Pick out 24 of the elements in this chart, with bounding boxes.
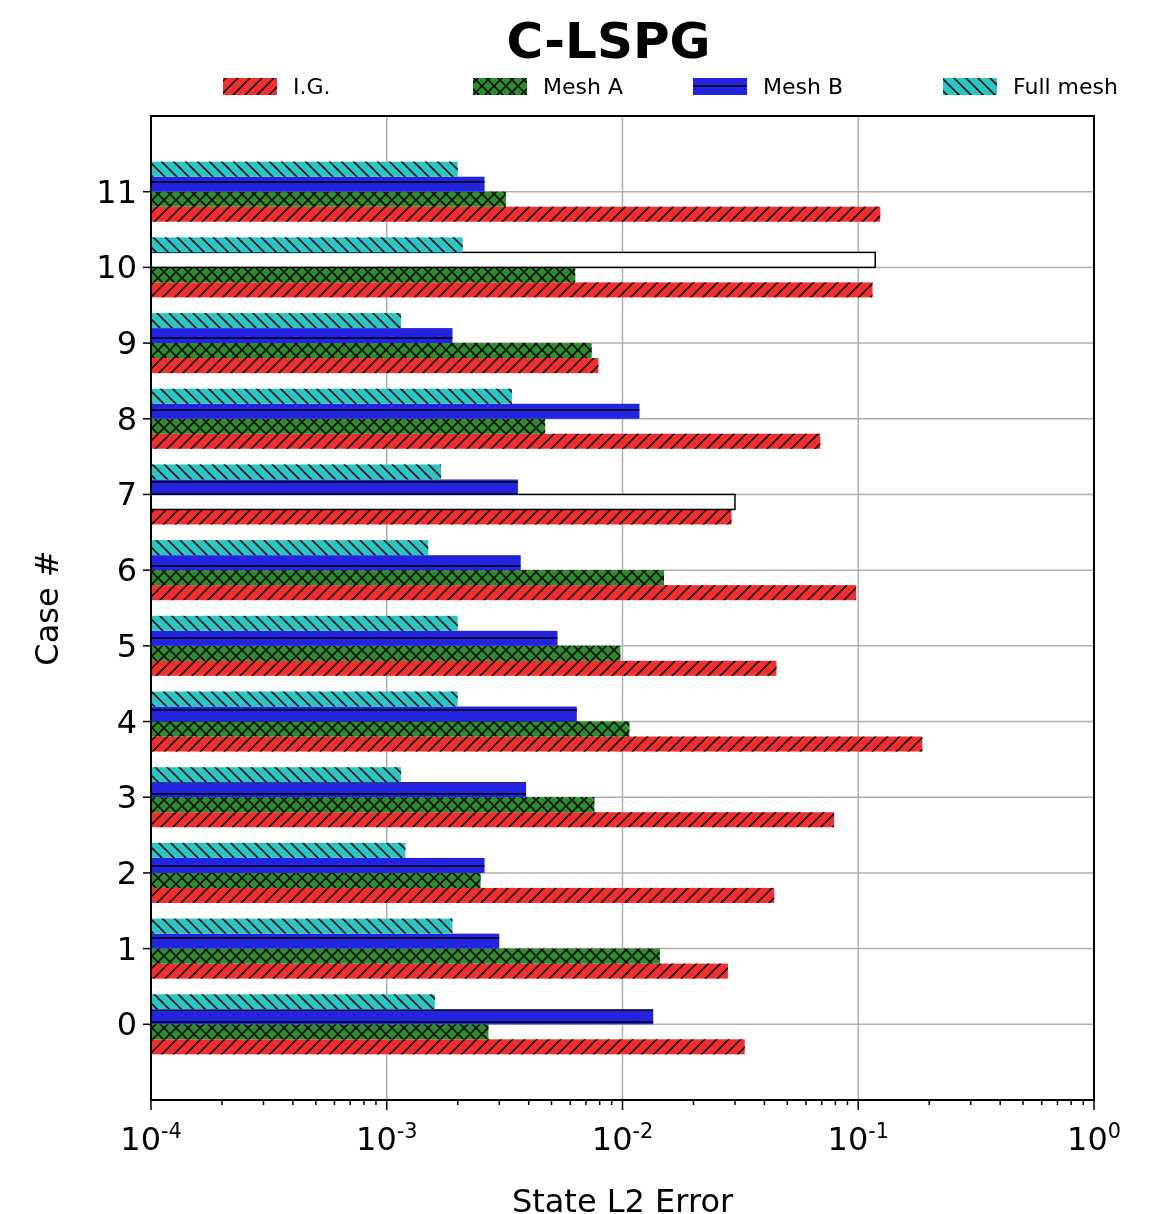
y-tick-label: 2 bbox=[116, 853, 137, 892]
y-axis-title: Case # bbox=[28, 550, 66, 666]
x-axis-title: State L2 Error bbox=[511, 1182, 734, 1214]
x-tick-label: 10$^{-4}$ bbox=[120, 1119, 182, 1158]
x-tick-label: 10$^{-2}$ bbox=[591, 1119, 654, 1158]
y-tick-label: 1 bbox=[116, 929, 137, 968]
chart-title: C-LSPG bbox=[506, 12, 711, 70]
legend-label: Mesh A bbox=[543, 74, 623, 99]
y-tick-label: 8 bbox=[116, 399, 137, 438]
legend-label: I.G. bbox=[293, 74, 331, 99]
y-tick-label: 9 bbox=[116, 324, 137, 363]
x-tick-label: 10$^{-3}$ bbox=[356, 1119, 418, 1158]
y-tick-label: 0 bbox=[116, 1005, 137, 1044]
y-tick-label: 10 bbox=[96, 248, 137, 287]
x-tick-label: 10$^{0}$ bbox=[1067, 1119, 1121, 1158]
y-tick-label: 6 bbox=[116, 551, 137, 590]
y-tick-label: 11 bbox=[96, 172, 137, 211]
legend-label: Mesh B bbox=[763, 74, 844, 99]
x-tick-label: 10$^{-1}$ bbox=[827, 1119, 889, 1158]
y-tick-label: 5 bbox=[116, 626, 137, 665]
y-tick-label: 4 bbox=[116, 702, 137, 741]
legend-label: Full mesh bbox=[1013, 74, 1118, 99]
y-tick-label: 7 bbox=[116, 475, 137, 514]
y-tick-label: 3 bbox=[116, 778, 137, 817]
